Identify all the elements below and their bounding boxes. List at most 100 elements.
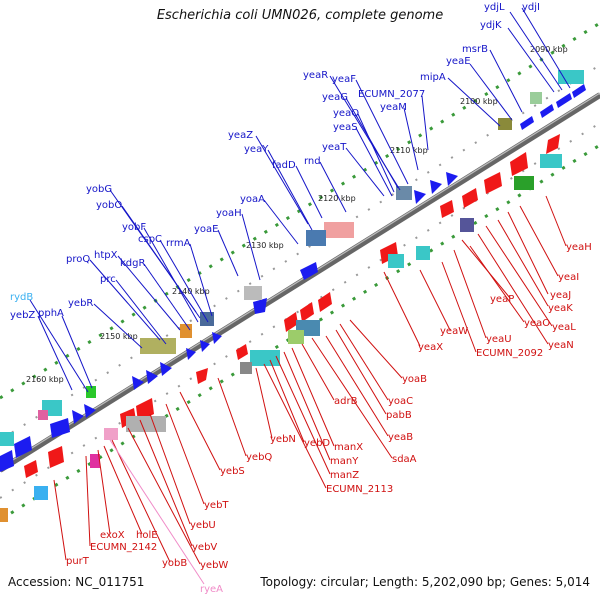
gene-label-top: yeaZ: [228, 130, 253, 141]
feature-block[interactable]: [200, 312, 214, 326]
feature-block[interactable]: [498, 118, 512, 130]
feature-block[interactable]: [250, 350, 280, 366]
forward-gene[interactable]: [200, 340, 210, 352]
feature-block[interactable]: [38, 410, 48, 420]
forward-gene[interactable]: [84, 404, 96, 418]
gene-label-bottom: holE: [136, 530, 158, 541]
gene-label-bottom: yoaB: [402, 374, 427, 385]
reverse-gene[interactable]: [300, 302, 314, 322]
feature-block[interactable]: [90, 454, 100, 468]
gene-label-bottom: yebW: [200, 560, 228, 571]
reverse-gene[interactable]: [484, 172, 502, 194]
reverse-gene[interactable]: [380, 242, 398, 264]
gene-label-top: mipA: [420, 72, 446, 83]
reverse-gene[interactable]: [462, 188, 478, 208]
kbp-tick-label: 2110 kbp: [390, 146, 428, 155]
gene-label-bottom: exoX: [100, 530, 125, 541]
forward-genes: [0, 84, 586, 472]
forward-gene[interactable]: [540, 104, 554, 118]
feature-block[interactable]: [514, 176, 534, 190]
gene-label-bottom: ECUMN_2092: [476, 348, 543, 359]
gene-label-top: rnd: [304, 156, 321, 167]
forward-gene[interactable]: [50, 418, 70, 438]
gene-label-top: yeaE: [446, 56, 471, 67]
gene-label-bottom: sdaA: [392, 454, 417, 465]
gene-label-bottom: manZ: [330, 470, 359, 481]
feature-block[interactable]: [0, 508, 8, 522]
kbp-tick-label: 2160 kbp: [26, 375, 64, 384]
reverse-gene[interactable]: [546, 134, 560, 154]
reverse-gene[interactable]: [284, 312, 298, 332]
reverse-gene[interactable]: [318, 292, 332, 312]
gene-label-bottom: ECUMN_2113: [326, 484, 393, 495]
forward-gene[interactable]: [160, 362, 172, 376]
feature-block[interactable]: [416, 246, 430, 260]
forward-gene[interactable]: [446, 172, 458, 186]
forward-gene[interactable]: [72, 410, 84, 424]
gene-label-top: yeaY: [244, 144, 269, 155]
feature-block[interactable]: [244, 286, 262, 300]
gene-label-bottom: manX: [334, 442, 363, 453]
forward-gene[interactable]: [146, 370, 158, 384]
feature-block[interactable]: [306, 230, 326, 246]
reverse-gene[interactable]: [236, 344, 248, 360]
feature-block[interactable]: [240, 362, 252, 374]
feature-block[interactable]: [34, 486, 48, 500]
feature-block[interactable]: [558, 70, 584, 84]
gene-label-top: yeaS: [333, 122, 358, 133]
kbp-ticks: 2090 kbp 2100 kbp 2110 kbp 2120 kbp 2130…: [26, 45, 568, 384]
gene-label-top: yeaG: [322, 92, 348, 103]
gene-label-top: yeaR: [303, 70, 328, 81]
feature-block[interactable]: [0, 432, 14, 446]
forward-gene[interactable]: [132, 376, 144, 390]
gene-label-top: ECUMN_2077: [358, 89, 425, 100]
forward-gene[interactable]: [430, 180, 442, 194]
reverse-gene[interactable]: [510, 152, 528, 176]
feature-block[interactable]: [460, 218, 474, 232]
reverse-gene[interactable]: [440, 200, 454, 218]
kbp-tick-label: 2130 kbp: [246, 241, 284, 250]
feature-block[interactable]: [86, 386, 96, 398]
gene-label-bottom: yobB: [162, 558, 187, 569]
gene-label-bottom: yeaK: [548, 303, 573, 314]
feature-block[interactable]: [540, 154, 562, 168]
gene-label-top: proQ: [66, 254, 90, 265]
feature-block[interactable]: [126, 416, 166, 432]
forward-gene[interactable]: [14, 436, 32, 458]
feature-block[interactable]: [530, 92, 542, 104]
gene-label-bottom: yeaI: [558, 272, 579, 283]
gene-label-top: yoaA: [240, 194, 265, 205]
kbp-tick-label: 2140 kbp: [172, 287, 210, 296]
gene-label-bottom: yebV: [192, 542, 217, 553]
gene-label-bottom: yeaU: [486, 334, 512, 345]
gene-label-bottom: yebD: [304, 438, 330, 449]
forward-gene[interactable]: [300, 262, 318, 280]
forward-gene[interactable]: [212, 332, 222, 344]
reverse-gene[interactable]: [24, 460, 38, 478]
gene-label-top: prc: [100, 274, 116, 285]
feature-block[interactable]: [324, 222, 354, 238]
genome-summary-text: Topology: circular; Length: 5,202,090 bp…: [260, 575, 590, 589]
feature-block[interactable]: [140, 338, 176, 354]
forward-gene[interactable]: [414, 190, 426, 204]
forward-gene[interactable]: [186, 348, 196, 360]
chromosome-backbone: [0, 92, 600, 473]
feature-block[interactable]: [180, 324, 192, 338]
gene-label-bottom: yeaO: [524, 318, 550, 329]
forward-gene[interactable]: [253, 298, 267, 314]
feature-block[interactable]: [104, 428, 118, 440]
reverse-gene[interactable]: [48, 446, 64, 468]
feature-block[interactable]: [388, 254, 404, 268]
gene-label-top: ydjI: [522, 2, 540, 13]
forward-gene[interactable]: [520, 116, 534, 130]
kbp-tick-label: 2100 kbp: [460, 97, 498, 106]
gene-label-top: ydjL: [484, 2, 505, 13]
gene-label-top: yebR: [68, 298, 93, 309]
forward-gene[interactable]: [0, 450, 14, 472]
forward-gene[interactable]: [556, 93, 572, 108]
feature-block[interactable]: [288, 330, 304, 344]
reverse-gene[interactable]: [196, 368, 208, 384]
gene-label-bottom: purT: [66, 556, 90, 567]
gene-label-bottom: pabB: [386, 410, 412, 421]
forward-gene[interactable]: [572, 84, 586, 98]
